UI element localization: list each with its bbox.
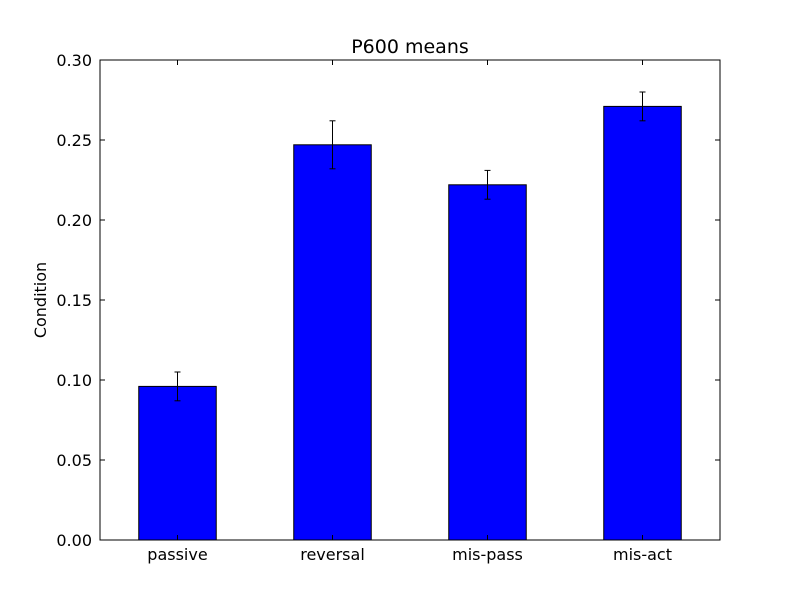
- y-tick-label: 0.20: [56, 211, 92, 230]
- bar-reversal: [293, 144, 372, 541]
- plot-area: passive reversal mis-pass mis-act 0.00 0.05 0.…: [56, 51, 721, 564]
- y-tick-label: 0.10: [56, 371, 92, 390]
- y-tick-label: 0.25: [56, 131, 92, 150]
- x-tick-label: reversal: [300, 545, 365, 564]
- x-tick-label: mis-pass: [452, 545, 523, 564]
- bar-passive: [138, 385, 217, 541]
- y-tick-label: 0.30: [56, 51, 92, 70]
- chart-title: P600 means: [351, 36, 469, 58]
- y-tick-label: 0.05: [56, 451, 92, 470]
- axes-frame: [99, 59, 721, 541]
- y-tick-label: 0.15: [56, 291, 92, 310]
- x-tick-label: mis-act: [613, 545, 672, 564]
- x-tick-label: passive: [147, 545, 207, 564]
- bar-mis-pass: [448, 184, 527, 541]
- bar-mis-act: [603, 105, 682, 541]
- y-axis-label: Condition: [31, 262, 50, 338]
- y-tick-label: 0.00: [56, 531, 92, 550]
